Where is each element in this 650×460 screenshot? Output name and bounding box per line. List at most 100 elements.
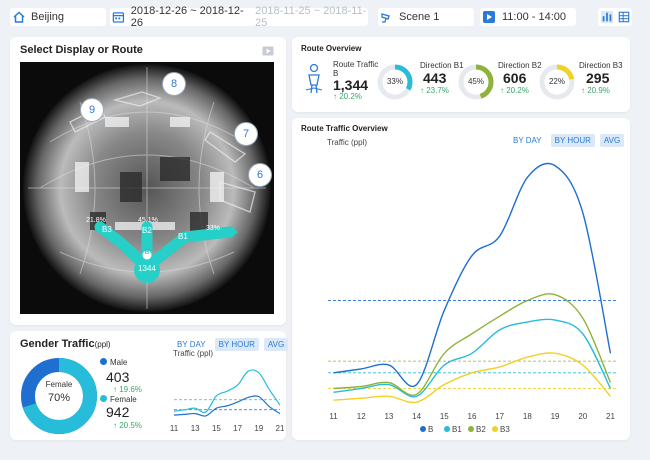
- route-b1-label: B1: [178, 232, 188, 241]
- gender-by-day-button[interactable]: BY DAY: [177, 340, 206, 349]
- route-b1-pct: 33%: [206, 225, 221, 232]
- x-tick-label: 11: [329, 412, 338, 421]
- x-tick-label: 19: [254, 424, 263, 433]
- series-line-b2[interactable]: [333, 293, 612, 396]
- legend-label-b[interactable]: B: [428, 425, 433, 434]
- camera-6-label[interactable]: 6: [248, 163, 272, 187]
- scene-selector[interactable]: Scene 1: [378, 8, 474, 26]
- x-tick-label: 13: [191, 424, 200, 433]
- route-by-hour-button[interactable]: BY HOUR: [550, 134, 595, 147]
- direction-b1-donut[interactable]: [377, 64, 413, 100]
- x-tick-label: 19: [551, 412, 560, 421]
- direction-b3-label: Direction B3: [579, 61, 623, 70]
- direction-b2-value: 606: [503, 70, 527, 86]
- series-line-b1[interactable]: [333, 318, 612, 398]
- table-icon[interactable]: [618, 11, 630, 23]
- calendar-icon: [112, 12, 125, 23]
- direction-b2-delta: ↑ 20.2%: [500, 86, 529, 95]
- route-b2-pct: 45.1%: [138, 217, 158, 224]
- date-range-picker[interactable]: 2018-12-26 ~ 2018-12-26 2018-11-25 ~ 201…: [110, 5, 368, 29]
- route-b2-label: B2: [142, 226, 152, 235]
- gender-donut[interactable]: [20, 357, 98, 435]
- home-icon: [13, 11, 25, 23]
- legend-marker-b2: [468, 426, 474, 432]
- gender-title-unit: (ppl): [94, 340, 111, 349]
- route-b3-label: B3: [102, 225, 112, 234]
- view-toggle[interactable]: [598, 8, 632, 26]
- female-label: Female: [110, 395, 137, 404]
- city-selector[interactable]: Beijing: [10, 8, 106, 26]
- city-label: Beijing: [31, 11, 65, 23]
- direction-b2-label: Direction B2: [498, 61, 542, 70]
- series-line-male[interactable]: [173, 395, 281, 417]
- male-dot: [100, 358, 107, 365]
- gender-avg-button[interactable]: AVG: [263, 338, 289, 351]
- x-tick-label: 12: [357, 412, 366, 421]
- camera-7-label[interactable]: 7: [234, 122, 258, 146]
- camera-8-label[interactable]: 8: [162, 72, 186, 96]
- series-line-b3[interactable]: [333, 352, 611, 404]
- x-tick-label: 18: [523, 412, 532, 421]
- direction-b3-delta: ↑ 20.9%: [581, 86, 610, 95]
- x-tick-label: 17: [495, 412, 504, 421]
- direction-b3-pct: 22%: [548, 77, 565, 86]
- female-arc[interactable]: [21, 358, 97, 434]
- route-overview-panel: Route Overview Route Traffic B 1,344 ↑ 2…: [292, 37, 630, 112]
- route-traffic-value: 1,344: [333, 77, 369, 93]
- route-center-label: B: [144, 249, 150, 256]
- video-icon[interactable]: [262, 45, 274, 57]
- donut-arc: [458, 64, 494, 100]
- date-range-text: 2018-12-26 ~ 2018-12-26: [130, 5, 244, 29]
- legend-marker-b1: [444, 426, 450, 432]
- female-value: 942: [106, 404, 130, 420]
- direction-b1-label: Direction B1: [420, 61, 464, 70]
- legend-label-b2[interactable]: B2: [476, 425, 486, 434]
- route-overview-title: Route Overview: [301, 44, 362, 53]
- fisheye-image: [20, 62, 274, 314]
- direction-b3-donut[interactable]: [539, 64, 575, 100]
- fisheye-view[interactable]: 8 9 7 6 21.8% B3 45.1% B2 B1 33% B 1344: [20, 62, 274, 314]
- route-range-buttons: BY DAY BY HOUR AVG: [509, 134, 625, 147]
- route-avg-button[interactable]: AVG: [599, 134, 625, 147]
- x-tick-label: 21: [276, 424, 284, 433]
- female-delta: ↑ 20.5%: [113, 421, 142, 430]
- x-tick-label: 15: [440, 412, 449, 421]
- donut-arc: [539, 64, 575, 100]
- direction-b3-value: 295: [586, 70, 610, 86]
- person-route-icon: [305, 63, 323, 94]
- chart-legend: B B1 B2 B3: [420, 425, 510, 434]
- series-line-b[interactable]: [333, 162, 612, 388]
- legend-marker-b3: [492, 426, 498, 432]
- time-range-selector[interactable]: 11:00 - 14:00: [480, 8, 576, 26]
- direction-b1-pct: 33%: [386, 77, 403, 86]
- time-range-text: 11:00 - 14:00: [502, 11, 567, 23]
- route-traffic-delta: ↑ 20.2%: [333, 92, 362, 101]
- x-tick-label: 17: [233, 424, 242, 433]
- gender-range-buttons: BY DAY BY HOUR AVG: [173, 338, 289, 351]
- gender-panel-title: Gender Traffic(ppl): [20, 338, 111, 350]
- route-traffic-label: Route Traffic B: [333, 60, 379, 78]
- direction-b1-value: 443: [423, 70, 447, 86]
- gender-by-hour-button[interactable]: BY HOUR: [214, 338, 259, 351]
- x-tick-label: 20: [578, 412, 587, 421]
- direction-b2-donut[interactable]: [458, 64, 494, 100]
- camera-icon: [381, 13, 390, 23]
- x-tick-label: 16: [468, 412, 477, 421]
- camera-9-label[interactable]: 9: [80, 98, 104, 122]
- male-label: Male: [110, 358, 128, 367]
- bar-chart-icon[interactable]: [600, 11, 613, 23]
- donut-label: Female: [45, 380, 73, 389]
- play-icon: [483, 11, 495, 23]
- x-tick-label: 13: [384, 412, 393, 421]
- series-line-female[interactable]: [173, 369, 281, 414]
- y-axis-label: Traffic (ppl): [173, 349, 213, 358]
- route-traffic-panel: Route Traffic Overview BY DAY BY HOUR AV…: [292, 118, 630, 440]
- direction-b2-pct: 45%: [467, 77, 484, 86]
- route-traffic-chart[interactable]: Traffic (ppl) 11 12 13 14 15 16 17 18 19 20 21 B B1 B2…: [292, 134, 630, 440]
- legend-marker-b: [420, 426, 426, 432]
- legend-label-b3[interactable]: B3: [500, 425, 510, 434]
- legend-label-b1[interactable]: B1: [452, 425, 462, 434]
- route-by-day-button[interactable]: BY DAY: [513, 136, 542, 145]
- route-overlay[interactable]: [94, 221, 238, 283]
- gender-traffic-chart[interactable]: Traffic (ppl) 11 13 15 17 19 21: [162, 347, 284, 439]
